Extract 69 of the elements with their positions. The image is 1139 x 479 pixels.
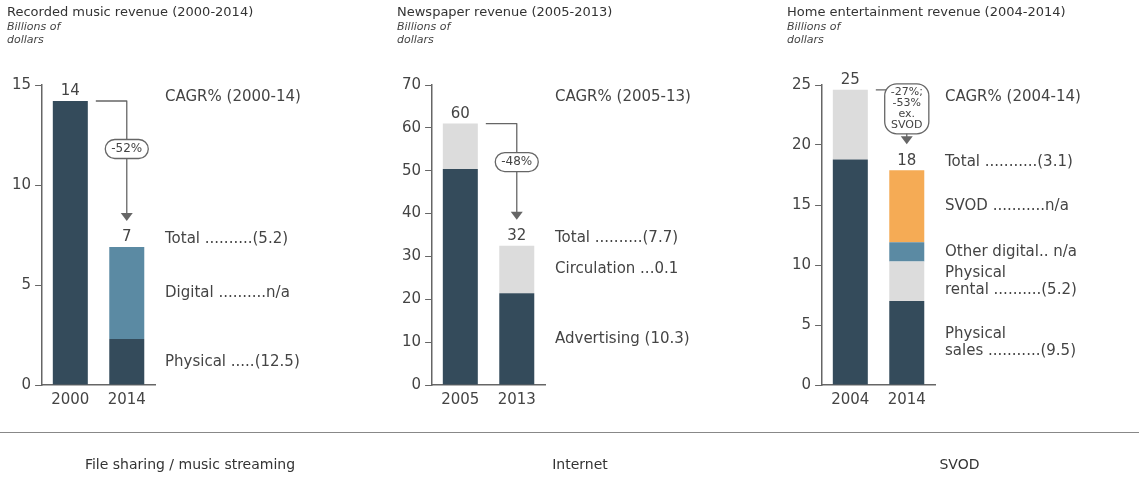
- y-tick-label: 15: [11, 74, 32, 93]
- x-tick-label: 2014: [887, 389, 926, 408]
- bar: [442, 123, 478, 169]
- y-tick-label: 0: [801, 374, 812, 393]
- bar: [889, 242, 925, 262]
- text: CAGR% (2004-14): [945, 86, 1081, 105]
- y-tick-label: 30: [401, 246, 422, 265]
- x-tick-label: 2000: [51, 389, 90, 408]
- series-label: Digital ..........n/a: [165, 282, 290, 301]
- y-tick-label: 0: [21, 374, 32, 393]
- series-label: SVOD ...........n/a: [945, 196, 1069, 215]
- bar: [442, 169, 478, 385]
- x-tick-label: 2014: [107, 389, 146, 408]
- bar: [109, 339, 145, 385]
- y-axis-title: Billions of dollars: [787, 20, 843, 46]
- y-tick-label: 25: [791, 74, 812, 93]
- text: CAGR% (2000-14): [165, 86, 301, 105]
- chart-title: Newspaper revenue (2005-2013): [397, 4, 613, 19]
- series-label: Circulation ...0.1: [555, 259, 679, 278]
- bar: [832, 159, 868, 385]
- y-tick-label: 70: [401, 74, 422, 93]
- y-tick-label: 10: [11, 174, 32, 193]
- annotation: -48%: [501, 154, 533, 169]
- text: Total ...........(3.1): [944, 152, 1073, 171]
- total-label: 7: [122, 227, 132, 246]
- y-tick-label: 15: [791, 194, 812, 213]
- bar: [499, 293, 535, 385]
- series-label: Physical rental ..........(5.2): [945, 262, 1077, 298]
- chart-title: Recorded music revenue (2000-2014): [7, 4, 254, 19]
- bar: [889, 301, 925, 385]
- text: SVOD: [938, 456, 981, 472]
- total-label: 60: [450, 103, 470, 122]
- x-tick-label: 2005: [441, 389, 480, 408]
- series-label: Physical .....(12.5): [165, 351, 300, 370]
- series-label: Physical sales ...........(9.5): [945, 324, 1076, 360]
- y-tick-label: 60: [401, 117, 422, 136]
- bar: [889, 261, 925, 301]
- y-tick-label: 10: [791, 254, 812, 273]
- annotation: -52%: [111, 141, 143, 156]
- y-tick-label: 20: [401, 289, 422, 308]
- y-tick-label: 5: [21, 274, 32, 293]
- x-tick-label: 2004: [831, 389, 870, 408]
- y-tick-label: 40: [401, 203, 422, 222]
- y-axis-title: Billions of dollars: [397, 20, 453, 46]
- y-axis-title: Billions of dollars: [7, 20, 63, 46]
- y-tick-label: 50: [401, 160, 422, 179]
- y-tick-label: 0: [411, 374, 422, 393]
- annotation: -27%; -53% ex. SVOD: [890, 85, 923, 132]
- y-tick-label: 10: [401, 332, 422, 351]
- series-label: Other digital.. n/a: [945, 241, 1078, 260]
- y-tick-label: 20: [791, 134, 812, 153]
- total-label: 25: [840, 70, 860, 89]
- bar: [889, 170, 925, 243]
- bar: [832, 89, 868, 160]
- text: File sharing / music streaming: [83, 456, 297, 472]
- total-label: 18: [897, 150, 917, 169]
- text: Total ..........(7.7): [554, 227, 679, 246]
- text: Total ..........(5.2): [164, 228, 289, 247]
- chart-title: Home entertainment revenue (2004-2014): [787, 4, 1066, 19]
- bar: [52, 101, 88, 385]
- series-label: Advertising (10.3): [555, 329, 690, 348]
- y-tick-label: 5: [801, 314, 812, 333]
- text: CAGR% (2005-13): [555, 86, 691, 105]
- text: Internet: [551, 456, 609, 472]
- bar: [109, 247, 145, 339]
- bar: [499, 245, 535, 294]
- total-label: 14: [60, 81, 80, 100]
- total-label: 32: [507, 226, 527, 245]
- x-tick-label: 2013: [497, 389, 536, 408]
